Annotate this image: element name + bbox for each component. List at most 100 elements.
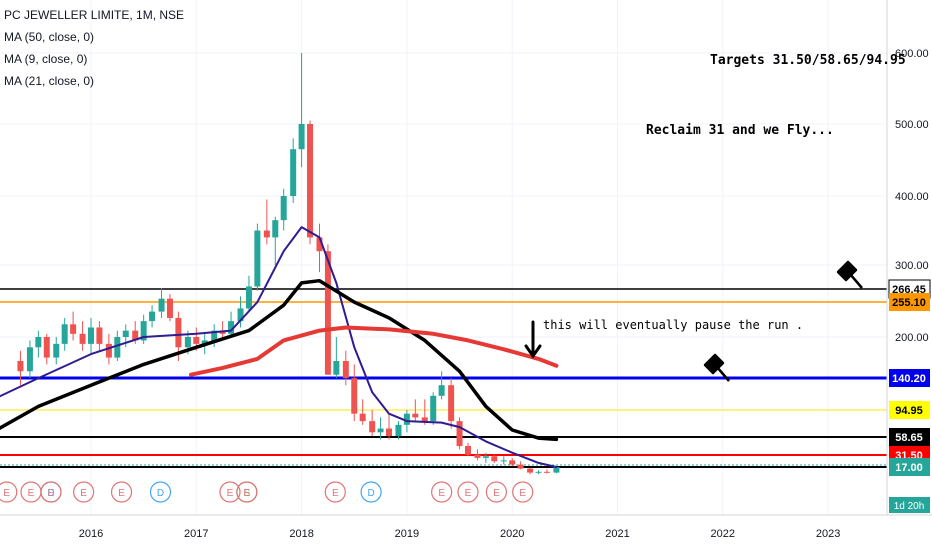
candle-body <box>88 327 94 344</box>
level-255-tag <box>889 293 930 311</box>
event-label: E <box>465 488 472 499</box>
candle-body <box>474 454 481 458</box>
candle-body <box>500 460 507 462</box>
candle-body <box>333 360 340 375</box>
candle-body <box>201 340 208 344</box>
candle-body <box>298 124 305 150</box>
y-tick-label: 200.00 <box>895 332 929 344</box>
candle-body <box>491 456 498 462</box>
ma-line-2 <box>189 325 559 377</box>
candle-body <box>307 124 314 238</box>
candle-body <box>114 337 121 358</box>
ma-line-0 <box>0 226 558 468</box>
candle-body <box>166 298 173 318</box>
level-17-tag <box>889 458 930 476</box>
level-95-tag <box>889 401 930 419</box>
level-95-tag-label: 94.95 <box>895 405 923 417</box>
candle-body <box>211 330 218 341</box>
targets-annotation[interactable]: Targets 31.50/58.65/94.95 <box>710 53 906 68</box>
candle-body <box>456 421 463 447</box>
x-tick-label: 2022 <box>711 528 735 540</box>
countdown-label: 1d 20h <box>894 501 925 512</box>
candle-body <box>35 337 42 348</box>
candle-body <box>280 196 287 221</box>
event-label: S <box>244 488 251 499</box>
candle-body <box>79 333 86 344</box>
event-marker <box>40 481 62 503</box>
event-marker <box>0 481 18 503</box>
candle-body <box>70 324 77 334</box>
candle-body <box>149 311 156 322</box>
event-label: E <box>80 488 87 499</box>
candle-body <box>509 460 516 465</box>
event-marker <box>512 481 534 503</box>
candle-body <box>193 337 200 344</box>
candle-body <box>359 413 366 422</box>
x-tick-label: 2023 <box>816 528 840 540</box>
candle-body <box>342 360 349 379</box>
event-label: E <box>227 488 234 499</box>
candle-body <box>448 385 455 422</box>
x-tick-label: 2019 <box>395 528 419 540</box>
event-marker <box>236 481 258 503</box>
candle-body <box>43 337 50 358</box>
event-marker <box>110 481 133 503</box>
candle-body <box>237 308 244 322</box>
legend-ma50[interactable]: MA (50, close, 0) <box>4 30 95 44</box>
candle-body <box>290 149 297 196</box>
y-tick-label: 300.00 <box>895 260 929 272</box>
level-17-tag-label: 17.00 <box>895 462 923 474</box>
event-label: E <box>118 488 125 499</box>
level-140-tag <box>889 369 930 387</box>
candle-body <box>438 385 445 396</box>
event-label: E <box>48 488 55 499</box>
event-label: D <box>47 488 54 499</box>
x-tick-label: 2018 <box>289 528 313 540</box>
x-tick-label: 2016 <box>79 528 103 540</box>
hammer-mark-icon <box>703 353 730 382</box>
candle-body <box>517 464 524 469</box>
event-label: E <box>438 488 445 499</box>
candle-body <box>316 237 323 252</box>
candle-body <box>385 428 392 436</box>
chart-legend: PC JEWELLER LIMITE, 1M, NSE MA (50, clos… <box>4 4 184 92</box>
level-58-tag <box>889 428 930 446</box>
ma-line-1 <box>0 278 559 442</box>
legend-ma21[interactable]: MA (21, close, 0) <box>4 74 95 88</box>
candle-body <box>245 286 252 309</box>
candle-body <box>543 471 550 473</box>
candle-body <box>412 413 419 418</box>
event-label: D <box>367 488 374 499</box>
countdown-tag <box>889 497 930 513</box>
y-tick-label: 500.00 <box>895 119 929 131</box>
level-255-tag-label: 255.10 <box>892 297 926 309</box>
legend-ma9[interactable]: MA (9, close, 0) <box>4 52 88 66</box>
candle-body <box>17 360 24 372</box>
candle-body <box>430 395 437 422</box>
event-marker <box>73 481 95 503</box>
event-label: D <box>157 488 164 499</box>
candle-body <box>132 330 139 341</box>
candle-body <box>403 413 410 425</box>
reclaim-annotation[interactable]: Reclaim 31 and we Fly... <box>646 123 834 138</box>
candle-body <box>53 343 60 358</box>
event-marker <box>431 481 453 503</box>
candle-body <box>395 424 402 436</box>
candle-body <box>553 467 560 473</box>
candle-body <box>351 378 358 414</box>
x-tick-label: 2017 <box>184 528 208 540</box>
event-label: E <box>244 488 251 499</box>
pause-annotation[interactable]: this will eventually pause the run . <box>543 318 804 332</box>
candle-body <box>105 343 112 358</box>
symbol-title: PC JEWELLER LIMITE, 1M, NSE <box>4 8 185 22</box>
candle-body <box>535 471 542 473</box>
event-label: E <box>519 488 526 499</box>
event-marker <box>324 481 346 503</box>
candle-body <box>96 327 103 344</box>
candle-body <box>228 321 235 334</box>
level-140-tag-label: 140.20 <box>892 373 926 385</box>
candle-body <box>61 324 68 344</box>
candle-body <box>158 298 165 312</box>
